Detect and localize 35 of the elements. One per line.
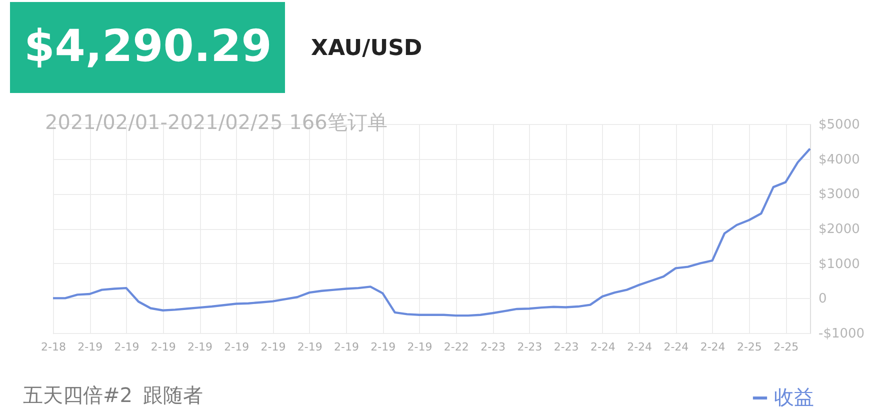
x-tick-label: 2-22 xyxy=(444,340,469,354)
y-tick-label: -$1000 xyxy=(818,326,865,342)
x-tick-label: 2-24 xyxy=(627,340,652,354)
x-tick-label: 2-23 xyxy=(480,340,506,354)
x-tick-label: 2-19 xyxy=(407,340,432,354)
x-tick-label: 2-24 xyxy=(700,340,726,354)
chart-title: $4,290.29 xyxy=(24,21,272,72)
x-tick-label: 2-23 xyxy=(517,340,542,354)
x-tick-label: 2-19 xyxy=(334,340,360,354)
y-tick-label: $3000 xyxy=(818,187,860,202)
chart-subtitle: XAU/USD xyxy=(311,36,422,61)
text: 五天四倍#2 xyxy=(23,383,132,407)
annotation: 2021/02/01-2021/02/25 166笔订单 xyxy=(45,110,388,134)
x-tick-label: 2-19 xyxy=(370,340,396,354)
text: 跟随者 xyxy=(143,383,203,407)
x-tick-label: 2-25 xyxy=(774,340,799,354)
x-tick-label: 2-19 xyxy=(78,340,103,354)
y-tick-label: $5000 xyxy=(818,118,860,132)
x-tick-label: 2-19 xyxy=(150,340,176,354)
x-tick-label: 2-19 xyxy=(224,340,250,354)
y-tick-label: $2000 xyxy=(818,222,860,237)
y-tick-label: $4000 xyxy=(818,152,860,168)
y-tick-label: 0 xyxy=(818,292,827,307)
x-tick-label: 2-18 xyxy=(41,340,66,354)
x-tick-label: 2-19 xyxy=(297,340,322,354)
legend-label: 收益 xyxy=(774,385,814,409)
line-series xyxy=(52,148,812,317)
x-tick-label: 2-24 xyxy=(664,340,689,354)
x-tick-label: 2-19 xyxy=(260,340,286,354)
x-tick-label: 2-19 xyxy=(114,340,140,354)
x-tick-label: 2-25 xyxy=(736,340,762,354)
x-tick-label: 2-24 xyxy=(590,340,616,354)
x-tick-label: 2-19 xyxy=(188,340,212,354)
y-tick-label: $1000 xyxy=(818,256,860,272)
x-tick-label: 2-23 xyxy=(554,340,579,354)
